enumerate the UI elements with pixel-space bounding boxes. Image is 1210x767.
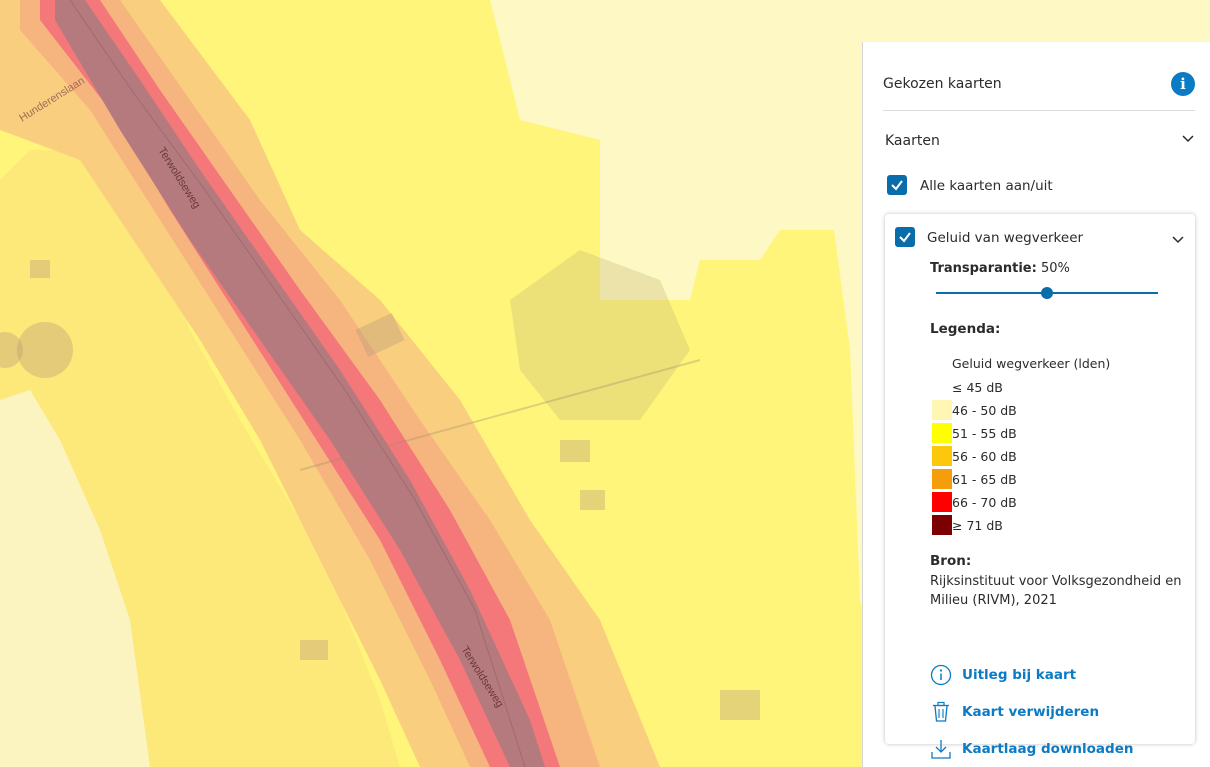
legend-swatch bbox=[932, 492, 952, 512]
legend-swatch bbox=[932, 515, 952, 535]
legend-item: 66 - 70 dB bbox=[932, 492, 1152, 512]
trash-icon bbox=[933, 701, 949, 722]
legend-swatch bbox=[932, 423, 952, 443]
layer-name: Geluid van wegverkeer bbox=[927, 230, 1084, 246]
legend-title: Legenda: bbox=[930, 321, 1001, 337]
legend-label: 51 - 55 dB bbox=[952, 426, 1017, 441]
explain-map-link[interactable]: Uitleg bij kaart bbox=[930, 664, 1180, 688]
transparency-value: 50% bbox=[1040, 261, 1070, 276]
all-maps-checkbox[interactable] bbox=[887, 175, 907, 195]
info-icon[interactable]: i bbox=[1171, 72, 1195, 96]
legend-item: 51 - 55 dB bbox=[932, 423, 1152, 443]
transparency-label: Transparantie: 50% bbox=[930, 261, 1070, 276]
all-maps-label: Alle kaarten aan/uit bbox=[920, 178, 1053, 194]
source-text: Rijksinstituut voor Volksgezondheid en M… bbox=[930, 574, 1182, 608]
section-title: Kaarten bbox=[885, 133, 940, 149]
transparency-title: Transparantie: bbox=[930, 261, 1037, 276]
legend-label: 46 - 50 dB bbox=[952, 403, 1017, 418]
transparency-slider-handle[interactable] bbox=[1041, 287, 1053, 299]
layer-card: Geluid van wegverkeer Transparantie: 50%… bbox=[885, 214, 1195, 759]
download-layer-label: Kaartlaag downloaden bbox=[962, 741, 1134, 757]
legend-subtitle: Geluid wegverkeer (lden) bbox=[952, 356, 1111, 371]
maps-section-header[interactable]: Kaarten bbox=[885, 130, 1195, 150]
chevron-down-icon[interactable] bbox=[1171, 232, 1185, 246]
remove-map-label: Kaart verwijderen bbox=[962, 704, 1100, 720]
chevron-down-icon[interactable] bbox=[1181, 131, 1195, 145]
panel-header: Gekozen kaarten i bbox=[883, 72, 1195, 111]
legend-item: ≥ 71 dB bbox=[932, 515, 1152, 535]
legend-swatch bbox=[932, 400, 952, 420]
legend-item: 61 - 65 dB bbox=[932, 469, 1152, 489]
legend-swatch bbox=[932, 446, 952, 466]
legend-label: ≤ 45 dB bbox=[952, 380, 1003, 395]
explain-map-label: Uitleg bij kaart bbox=[962, 667, 1077, 683]
layer-checkbox[interactable] bbox=[895, 227, 915, 247]
remove-map-link[interactable]: Kaart verwijderen bbox=[930, 701, 1180, 725]
legend-item: 56 - 60 dB bbox=[932, 446, 1152, 466]
legend-label: ≥ 71 dB bbox=[952, 518, 1003, 533]
download-layer-link[interactable]: Kaartlaag downloaden bbox=[930, 738, 1180, 762]
legend-label: 66 - 70 dB bbox=[952, 495, 1017, 510]
source-title: Bron: bbox=[930, 553, 972, 569]
info-circle-icon bbox=[930, 664, 952, 686]
legend-swatch bbox=[932, 377, 952, 397]
check-icon bbox=[899, 232, 911, 243]
legend-item: 46 - 50 dB bbox=[932, 400, 1152, 420]
legend-item: ≤ 45 dB bbox=[932, 377, 1152, 397]
legend-label: 61 - 65 dB bbox=[952, 472, 1017, 487]
panel-title: Gekozen kaarten bbox=[883, 76, 1002, 92]
download-icon bbox=[931, 740, 951, 759]
legend-swatch bbox=[932, 469, 952, 489]
chosen-maps-panel: Gekozen kaarten i Kaarten Alle kaarten a… bbox=[862, 42, 1210, 767]
check-icon bbox=[891, 180, 903, 191]
legend-label: 56 - 60 dB bbox=[952, 449, 1017, 464]
